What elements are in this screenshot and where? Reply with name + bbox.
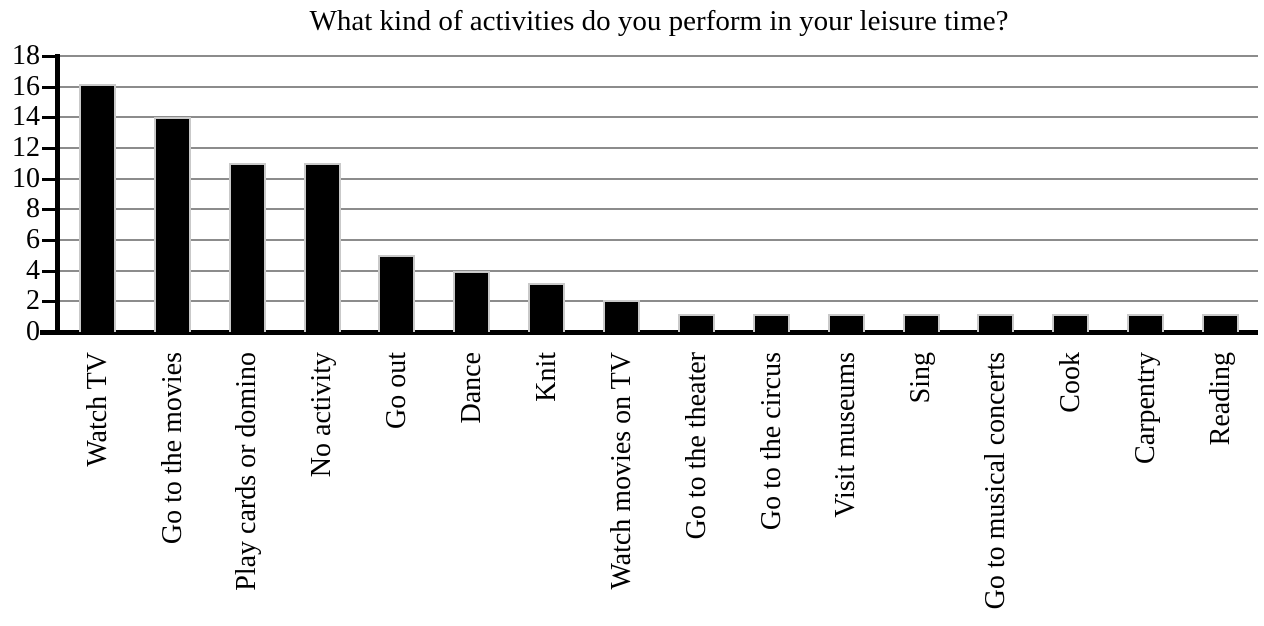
x-category-label: Go to the theater bbox=[680, 352, 712, 540]
y-tick-label: 18 bbox=[12, 40, 40, 71]
x-category-label: Watch movies on TV bbox=[605, 352, 637, 590]
gridline bbox=[60, 239, 1258, 241]
y-tick-label: 6 bbox=[26, 224, 40, 255]
y-tick-mark bbox=[42, 208, 58, 212]
bar bbox=[528, 282, 566, 332]
y-tick-mark bbox=[42, 116, 58, 120]
x-label-slot: Cook bbox=[1033, 352, 1108, 622]
x-label-slot: Visit museums bbox=[809, 352, 884, 622]
y-tick-label: 8 bbox=[26, 193, 40, 225]
bar bbox=[677, 313, 715, 332]
x-label-slot: Dance bbox=[434, 352, 509, 622]
chart-title: What kind of activities do you perform i… bbox=[309, 5, 1009, 37]
x-label-slot: Knit bbox=[509, 352, 584, 622]
gridline bbox=[60, 269, 1258, 272]
bar bbox=[228, 163, 266, 332]
x-category-label: Go to musical concerts bbox=[980, 352, 1012, 610]
y-tick-label: 16 bbox=[12, 70, 40, 102]
x-label-slot: Go to the movies bbox=[135, 352, 210, 622]
x-category-label: Dance bbox=[456, 352, 488, 424]
y-tick-label: 0 bbox=[26, 316, 40, 347]
x-category-label: Watch TV bbox=[81, 352, 113, 467]
x-category-label: Go to the circus bbox=[755, 352, 787, 531]
x-label-slot: Sing bbox=[884, 352, 959, 622]
y-tick-mark bbox=[42, 147, 58, 150]
gridline bbox=[60, 147, 1258, 149]
y-tick-mark bbox=[42, 85, 58, 89]
y-tick-mark bbox=[42, 55, 58, 58]
x-category-label: Play cards or domino bbox=[231, 352, 263, 591]
bar bbox=[1052, 313, 1090, 332]
gridline bbox=[60, 85, 1258, 88]
gridline bbox=[60, 300, 1258, 303]
gridline bbox=[60, 208, 1258, 211]
y-axis-line bbox=[55, 54, 60, 335]
bar bbox=[977, 313, 1015, 332]
y-tick-label: 10 bbox=[12, 162, 40, 194]
x-label-slot: Go out bbox=[360, 352, 435, 622]
y-tick-label: 2 bbox=[26, 285, 40, 317]
x-label-slot: Go to the theater bbox=[659, 352, 734, 622]
y-tick-mark bbox=[42, 239, 58, 242]
bar bbox=[153, 117, 191, 332]
bar bbox=[902, 313, 940, 332]
bar bbox=[303, 163, 341, 332]
bar bbox=[603, 299, 641, 332]
x-label-slot: Watch TV bbox=[60, 352, 135, 622]
bar bbox=[1202, 313, 1240, 332]
bar bbox=[78, 83, 116, 332]
x-category-label: Cook bbox=[1055, 352, 1087, 413]
x-label-slot: Reading bbox=[1183, 352, 1258, 622]
x-axis-line bbox=[40, 330, 1258, 335]
x-category-label: Go to the movies bbox=[156, 352, 188, 545]
bar bbox=[453, 270, 491, 332]
y-tick-label: 12 bbox=[12, 132, 40, 163]
gridline bbox=[60, 55, 1258, 57]
y-tick-label: 14 bbox=[12, 101, 40, 133]
bar bbox=[752, 313, 790, 332]
x-category-label: Go out bbox=[381, 352, 413, 429]
gridline bbox=[60, 116, 1258, 119]
y-tick-mark bbox=[42, 177, 58, 181]
y-tick-mark bbox=[42, 269, 58, 273]
x-category-label: Knit bbox=[530, 352, 562, 402]
x-label-slot: Watch movies on TV bbox=[584, 352, 659, 622]
x-label-slot: Go to musical concerts bbox=[959, 352, 1034, 622]
y-tick-label: 4 bbox=[26, 254, 40, 286]
x-label-slot: Carpentry bbox=[1108, 352, 1183, 622]
x-label-slot: Go to the circus bbox=[734, 352, 809, 622]
bar bbox=[1127, 313, 1165, 332]
x-category-label: No activity bbox=[306, 352, 338, 478]
x-category-label: Sing bbox=[905, 352, 937, 404]
x-category-label: Carpentry bbox=[1129, 352, 1161, 464]
gridline bbox=[60, 177, 1258, 180]
x-label-slot: No activity bbox=[285, 352, 360, 622]
x-category-label: Reading bbox=[1204, 352, 1236, 446]
bar bbox=[827, 313, 865, 332]
x-axis-labels: Watch TV Go to the movies Play cards or do… bbox=[60, 352, 1258, 622]
bar bbox=[378, 255, 416, 332]
x-label-slot: Play cards or domino bbox=[210, 352, 285, 622]
y-tick-mark bbox=[42, 300, 58, 304]
x-category-label: Visit museums bbox=[830, 352, 862, 518]
